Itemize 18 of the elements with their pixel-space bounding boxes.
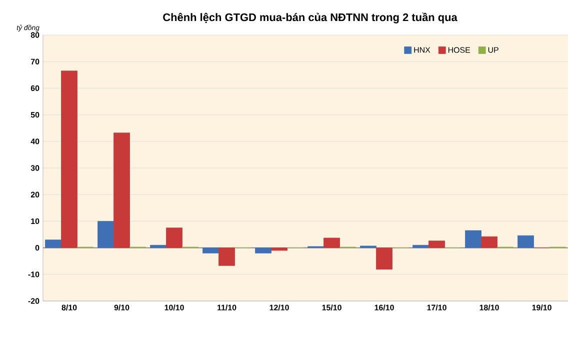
bar	[518, 235, 534, 248]
bar	[271, 248, 288, 251]
bar	[98, 221, 114, 248]
bar	[166, 228, 182, 248]
bar	[376, 248, 392, 270]
bar	[481, 236, 498, 248]
bar	[428, 240, 445, 248]
bar	[255, 248, 272, 254]
bar	[324, 238, 340, 248]
bar	[150, 244, 166, 248]
bar	[218, 248, 235, 266]
bar	[412, 244, 429, 248]
bar	[61, 70, 78, 248]
bar	[45, 240, 62, 248]
bar	[202, 248, 219, 254]
chart-title: Chênh lệch GTGD mua-bán của NĐTNN trong 2 tuần qua	[163, 12, 458, 24]
bar	[114, 132, 130, 248]
bar	[465, 230, 482, 248]
